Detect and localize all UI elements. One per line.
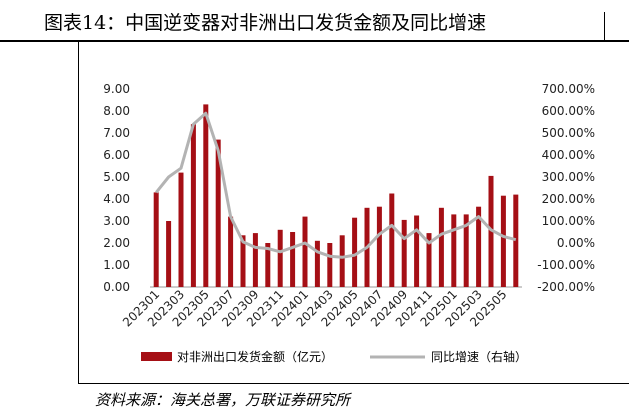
bar xyxy=(376,206,382,287)
bar xyxy=(463,214,469,287)
left-tick-label: 6.00 xyxy=(103,148,130,162)
left-tick-label: 4.00 xyxy=(103,192,130,206)
bar xyxy=(327,243,333,287)
bar xyxy=(215,139,221,287)
bar xyxy=(500,195,506,287)
legend-bar-swatch xyxy=(141,352,172,361)
bar xyxy=(476,206,482,287)
bar xyxy=(190,124,196,287)
right-axis: 700.00% 600.00% 500.00% 400.00% 300.00% 200.0… xyxy=(537,82,595,294)
left-tick-label: 2.00 xyxy=(103,236,130,250)
right-tick-label: 200.00% xyxy=(542,192,595,206)
header-divider xyxy=(604,12,605,42)
bar xyxy=(290,232,296,287)
bar xyxy=(277,229,283,287)
x-axis-labels: 2023012023032023052023072023092023112024… xyxy=(120,287,509,329)
left-tick-label: 1.00 xyxy=(103,258,130,272)
left-tick-label: 8.00 xyxy=(103,104,130,118)
right-tick-label: 400.00% xyxy=(542,148,595,162)
bar xyxy=(178,172,184,287)
bar xyxy=(451,214,457,287)
left-tick-label: 3.00 xyxy=(103,214,130,228)
chart-svg: 9.00 8.00 7.00 6.00 5.00 4.00 3.00 2.00 1.00 0.00… xyxy=(103,82,595,364)
bar xyxy=(414,215,420,287)
yoy-growth-line xyxy=(155,111,517,259)
legend-line-label: 同比增速（右轴） xyxy=(431,349,527,364)
bar xyxy=(426,233,432,287)
right-tick-label: 700.00% xyxy=(542,82,595,96)
source-rule xyxy=(78,383,629,384)
left-tick-label: 9.00 xyxy=(103,82,130,96)
bar xyxy=(389,193,395,287)
left-tick-label: 5.00 xyxy=(103,170,130,184)
left-frame-rule xyxy=(78,42,79,384)
right-tick-label: -200.00% xyxy=(537,280,595,294)
bar xyxy=(401,219,407,287)
bar xyxy=(166,221,172,287)
bar xyxy=(438,207,444,287)
right-tick-label: -100.00% xyxy=(537,258,595,272)
bar xyxy=(228,216,234,287)
right-tick-label: 600.00% xyxy=(542,104,595,118)
bar xyxy=(203,104,209,288)
legend-bar-label: 对非洲出口发货金额（亿元） xyxy=(177,349,333,364)
bar xyxy=(513,194,519,287)
bar xyxy=(302,216,308,287)
bar xyxy=(352,217,358,287)
bar xyxy=(252,233,258,287)
source-note: 资料来源：海关总署，万联证券研究所 xyxy=(95,391,351,409)
right-tick-label: 500.00% xyxy=(542,126,595,140)
left-tick-label: 7.00 xyxy=(103,126,130,140)
bar xyxy=(240,235,246,287)
bar xyxy=(339,235,345,287)
bar-series xyxy=(153,104,519,288)
right-tick-label: 300.00% xyxy=(542,170,595,184)
bar xyxy=(153,192,159,287)
right-tick-label: 0.00% xyxy=(557,236,595,250)
left-tick-label: 0.00 xyxy=(103,280,130,294)
bar xyxy=(314,240,320,287)
legend: 对非洲出口发货金额（亿元） 同比增速（右轴） xyxy=(141,349,527,364)
title-rule xyxy=(0,40,629,42)
chart-title: 图表14：中国逆变器对非洲出口发货金额及同比增速 xyxy=(44,12,487,34)
left-axis: 9.00 8.00 7.00 6.00 5.00 4.00 3.00 2.00 1.00 0.00 xyxy=(103,82,130,294)
bar xyxy=(265,243,271,287)
right-tick-label: 100.00% xyxy=(542,214,595,228)
